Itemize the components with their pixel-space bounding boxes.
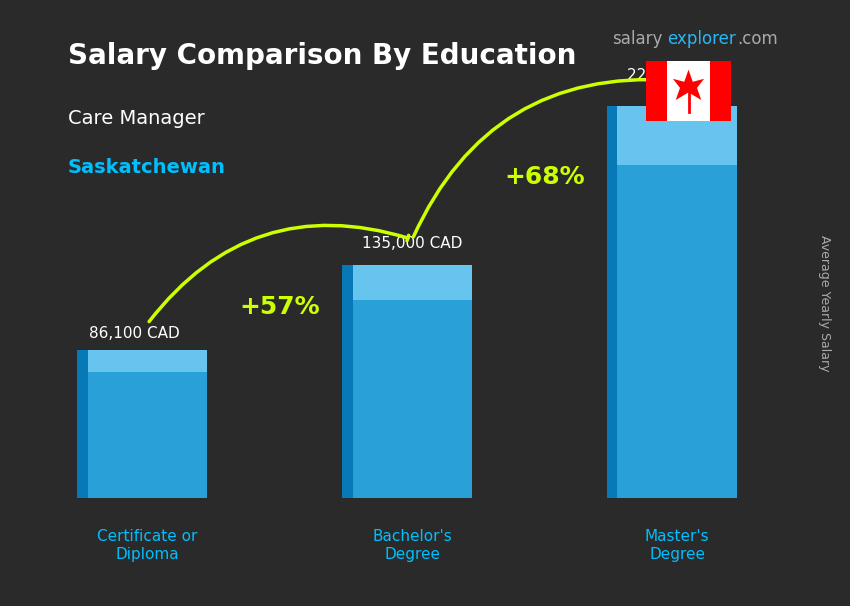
Text: Bachelor's
Degree: Bachelor's Degree bbox=[372, 530, 452, 562]
Text: +68%: +68% bbox=[504, 165, 585, 189]
Bar bbox=[353, 265, 472, 300]
Bar bbox=[710, 61, 731, 121]
Text: Master's
Degree: Master's Degree bbox=[645, 530, 710, 562]
Text: Average Yearly Salary: Average Yearly Salary bbox=[818, 235, 831, 371]
Text: Care Manager: Care Manager bbox=[68, 109, 205, 128]
Text: Salary Comparison By Education: Salary Comparison By Education bbox=[68, 42, 576, 70]
Bar bbox=[617, 107, 737, 165]
Bar bbox=[646, 61, 667, 121]
Text: Saskatchewan: Saskatchewan bbox=[68, 158, 226, 176]
Text: salary: salary bbox=[612, 30, 662, 48]
Bar bbox=[342, 265, 353, 498]
Bar bbox=[607, 107, 617, 498]
Bar bbox=[88, 350, 207, 498]
Text: Certificate or
Diploma: Certificate or Diploma bbox=[97, 530, 197, 562]
Bar bbox=[667, 61, 710, 121]
Text: 86,100 CAD: 86,100 CAD bbox=[88, 326, 179, 341]
Text: .com: .com bbox=[737, 30, 778, 48]
Text: 135,000 CAD: 135,000 CAD bbox=[362, 236, 462, 251]
Bar bbox=[353, 265, 472, 498]
Bar bbox=[617, 107, 737, 498]
Text: 227,000 CAD: 227,000 CAD bbox=[627, 68, 728, 83]
Bar bbox=[77, 350, 88, 498]
Polygon shape bbox=[673, 70, 704, 100]
Text: +57%: +57% bbox=[240, 295, 320, 319]
Text: explorer: explorer bbox=[667, 30, 736, 48]
Bar bbox=[88, 350, 207, 372]
